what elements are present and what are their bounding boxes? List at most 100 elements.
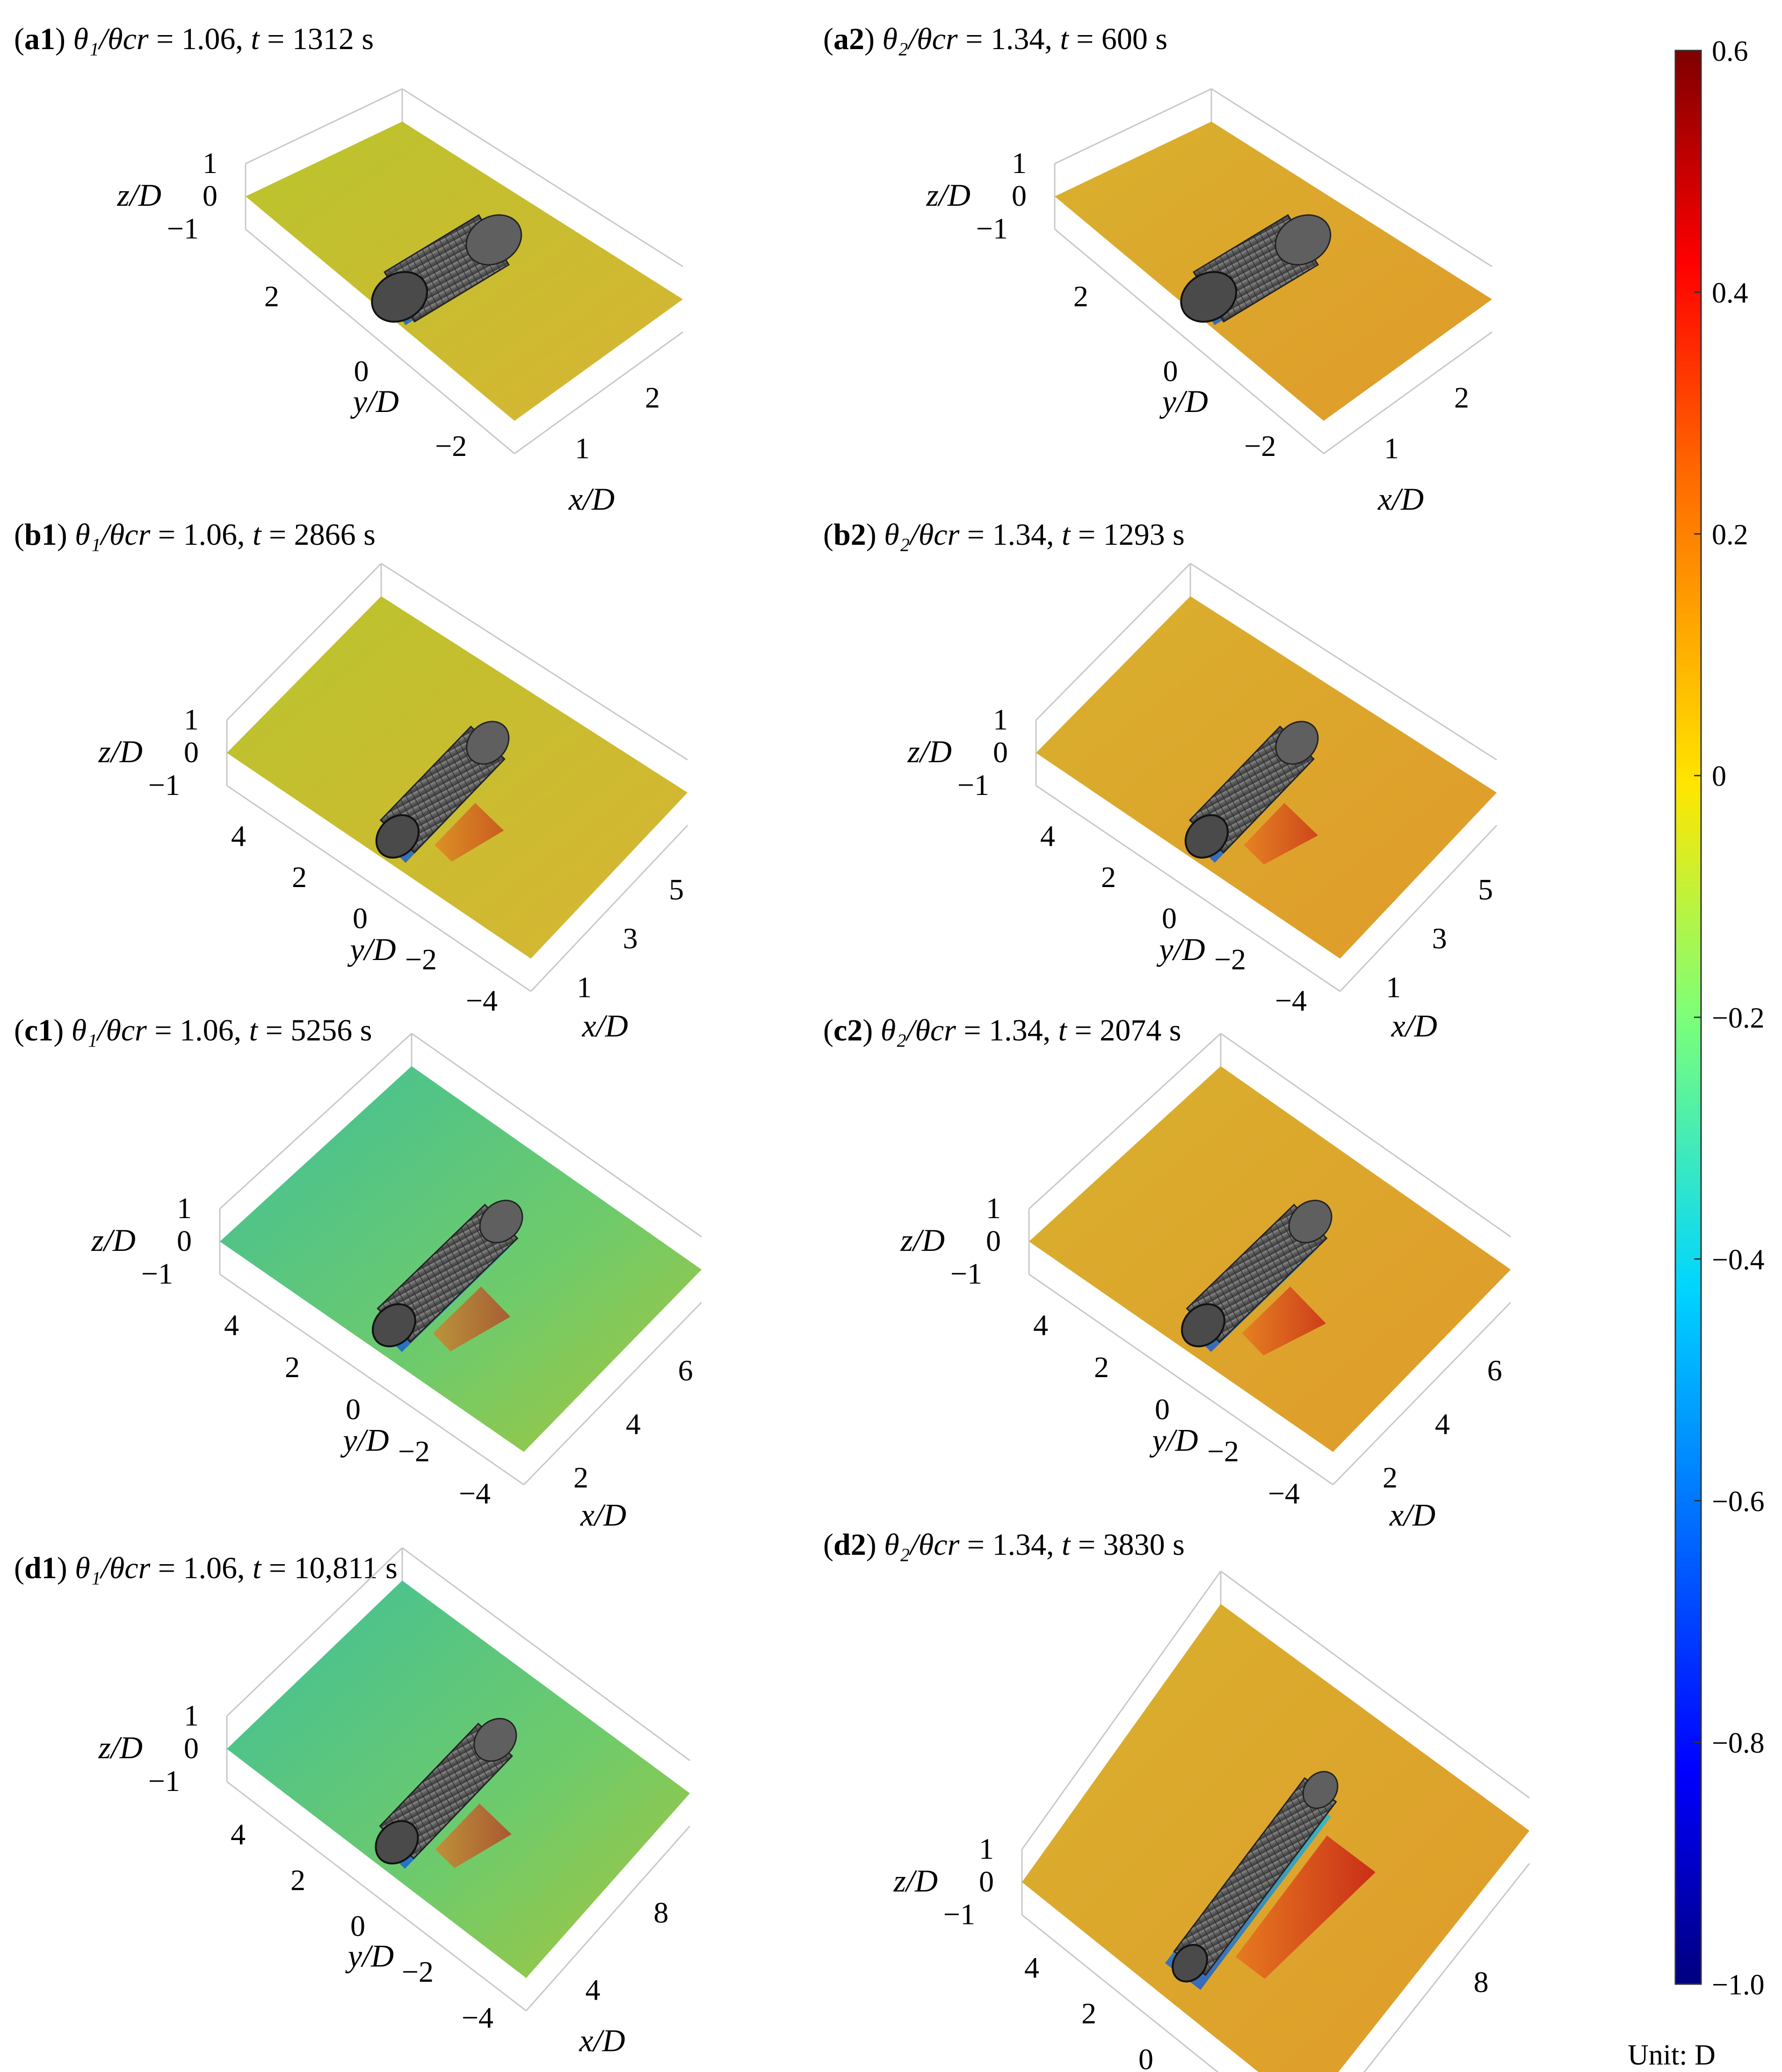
pipe <box>1181 1199 1333 1348</box>
z-axis-label: z/D <box>900 1222 945 1258</box>
y-tick: −4 <box>1268 1477 1300 1510</box>
colorbar-tick-label: −1.0 <box>1712 1969 1764 2001</box>
title-ratio-value: 1.34 <box>992 518 1047 552</box>
y-tick: 4 <box>1024 1951 1039 1984</box>
x-tick: 8 <box>1474 1965 1489 1999</box>
y-tick: −2 <box>1244 429 1276 462</box>
y-tick: 0 <box>1162 902 1177 935</box>
z-tick: −1 <box>943 1898 975 1931</box>
x-tick: 5 <box>669 873 684 906</box>
z-tick: 0 <box>203 179 217 212</box>
title-ratio-symbol: θ₂/θcr <box>884 518 959 552</box>
title-ratio-value: 1.34 <box>989 1013 1043 1047</box>
deposition-zone <box>1242 1286 1326 1356</box>
axis-box <box>226 1547 691 2012</box>
title-label: c1 <box>24 1013 53 1047</box>
z-tick: 0 <box>184 1732 199 1765</box>
y-tick: −2 <box>405 943 437 976</box>
x-tick: 3 <box>1432 922 1447 955</box>
panel-title: (b1) θ₁/θcr = 1.06, t = 2866 s <box>14 518 376 552</box>
y-tick: −2 <box>398 1435 430 1468</box>
z-tick: 1 <box>184 703 199 736</box>
y-tick: −4 <box>1275 984 1307 1017</box>
y-tick: 0 <box>1155 1393 1170 1426</box>
y-axis-label: y/D <box>350 383 399 419</box>
colorbar-tick-label: 0.6 <box>1712 36 1748 67</box>
y-tick: 0 <box>1138 2043 1153 2072</box>
x-tick: 3 <box>623 922 638 955</box>
panel-c1: (c1) θ₁/θcr = 1.06, t = 5256 s10−1z/D420… <box>14 1013 703 1533</box>
x-tick: 1 <box>1386 970 1401 1004</box>
x-tick: 2 <box>645 381 660 414</box>
title-label: d2 <box>833 1528 866 1562</box>
z-tick: 0 <box>979 1865 994 1898</box>
y-tick: 4 <box>1040 819 1055 852</box>
title-label: a2 <box>833 22 864 56</box>
y-tick: −2 <box>1214 943 1246 976</box>
y-tick: 0 <box>1163 354 1178 388</box>
panel-a1: (a1) θ₁/θcr = 1.06, t = 1312 s10−1z/D20−… <box>14 22 683 517</box>
title-label: b1 <box>24 518 57 552</box>
y-tick: −4 <box>459 1477 491 1510</box>
y-tick: 2 <box>1101 860 1116 894</box>
y-axis-label: y/D <box>1149 1422 1198 1458</box>
x-axis-label: x/D <box>580 1497 626 1533</box>
title-label: d1 <box>24 1551 57 1585</box>
y-tick: 2 <box>1073 280 1088 313</box>
panel-title: (d2) θ₂/θcr = 1.34, t = 3830 s <box>823 1528 1185 1562</box>
pipe <box>375 721 510 859</box>
y-tick: 2 <box>264 280 279 313</box>
deposition-zone <box>1244 803 1318 865</box>
colorbar-tick-label: −0.6 <box>1712 1486 1764 1517</box>
z-tick: 1 <box>184 1699 199 1732</box>
title-ratio-symbol: θ₁/θcr <box>75 518 150 552</box>
y-tick: 0 <box>354 354 369 388</box>
title-time: 1312 s <box>292 22 374 56</box>
y-tick: −4 <box>462 2001 493 2034</box>
colorbar-ticks: 0.6 0.4 0.2 0 −0.2 −0.4 −0.6 −0.8 −1.0 <box>1694 36 1764 2001</box>
panel-title: (c2) θ₂/θcr = 1.34, t = 2074 s <box>823 1013 1181 1047</box>
panel-d2: (d2) θ₂/θcr = 1.34, t = 3830 s10−1z/D420… <box>823 1528 1530 2072</box>
z-axis-label: z/D <box>117 177 161 213</box>
title-ratio-value: 1.06 <box>183 518 238 552</box>
pipe-end-face <box>1181 1303 1225 1348</box>
panel-title: (a1) θ₁/θcr = 1.06, t = 1312 s <box>14 22 374 56</box>
x-tick: 4 <box>626 1407 641 1440</box>
x-tick: 8 <box>653 1896 668 1929</box>
z-tick: 0 <box>184 736 199 769</box>
z-tick: 0 <box>177 1224 192 1257</box>
z-axis-label: z/D <box>91 1222 136 1258</box>
colorbar-tick-label: 0.2 <box>1712 519 1748 551</box>
x-axis-label: x/D <box>582 1008 628 1043</box>
y-tick: 2 <box>1094 1350 1109 1384</box>
y-tick: −2 <box>1207 1435 1239 1468</box>
colorbar-tick-label: 0 <box>1712 761 1726 793</box>
title-ratio-value: 1.06 <box>181 22 236 56</box>
panel-c2: (c2) θ₂/θcr = 1.34, t = 2074 s10−1z/D420… <box>823 1013 1512 1533</box>
title-ratio-symbol: θ₁/θcr <box>75 1551 150 1585</box>
pipe <box>1184 721 1319 859</box>
y-tick: −4 <box>466 984 498 1017</box>
pipe-end-face <box>371 1303 416 1348</box>
z-tick: 0 <box>1012 179 1027 212</box>
title-ratio-symbol: θ₁/θcr <box>72 1013 147 1047</box>
panel-title: (a2) θ₂/θcr = 1.34, t = 600 s <box>823 22 1167 56</box>
y-tick: −2 <box>435 429 467 462</box>
y-axis-label: y/D <box>1156 931 1205 967</box>
pipe <box>375 1718 517 1865</box>
deposition-zone <box>433 1286 511 1351</box>
y-tick: 2 <box>1081 1997 1096 2030</box>
axis-box <box>219 1032 703 1486</box>
z-tick: 1 <box>177 1191 192 1225</box>
x-tick: 2 <box>1454 381 1469 414</box>
title-time: 2866 s <box>294 518 376 552</box>
z-tick: 1 <box>986 1191 1001 1225</box>
deposition-zone <box>435 1803 512 1868</box>
x-tick: 6 <box>1487 1354 1502 1387</box>
colorbar-tick-label: −0.2 <box>1712 1003 1764 1034</box>
y-axis-label: y/D <box>1159 383 1208 419</box>
pipe-end-face <box>375 1820 419 1865</box>
y-tick: 4 <box>224 1308 239 1342</box>
title-time: 5256 s <box>290 1013 372 1047</box>
